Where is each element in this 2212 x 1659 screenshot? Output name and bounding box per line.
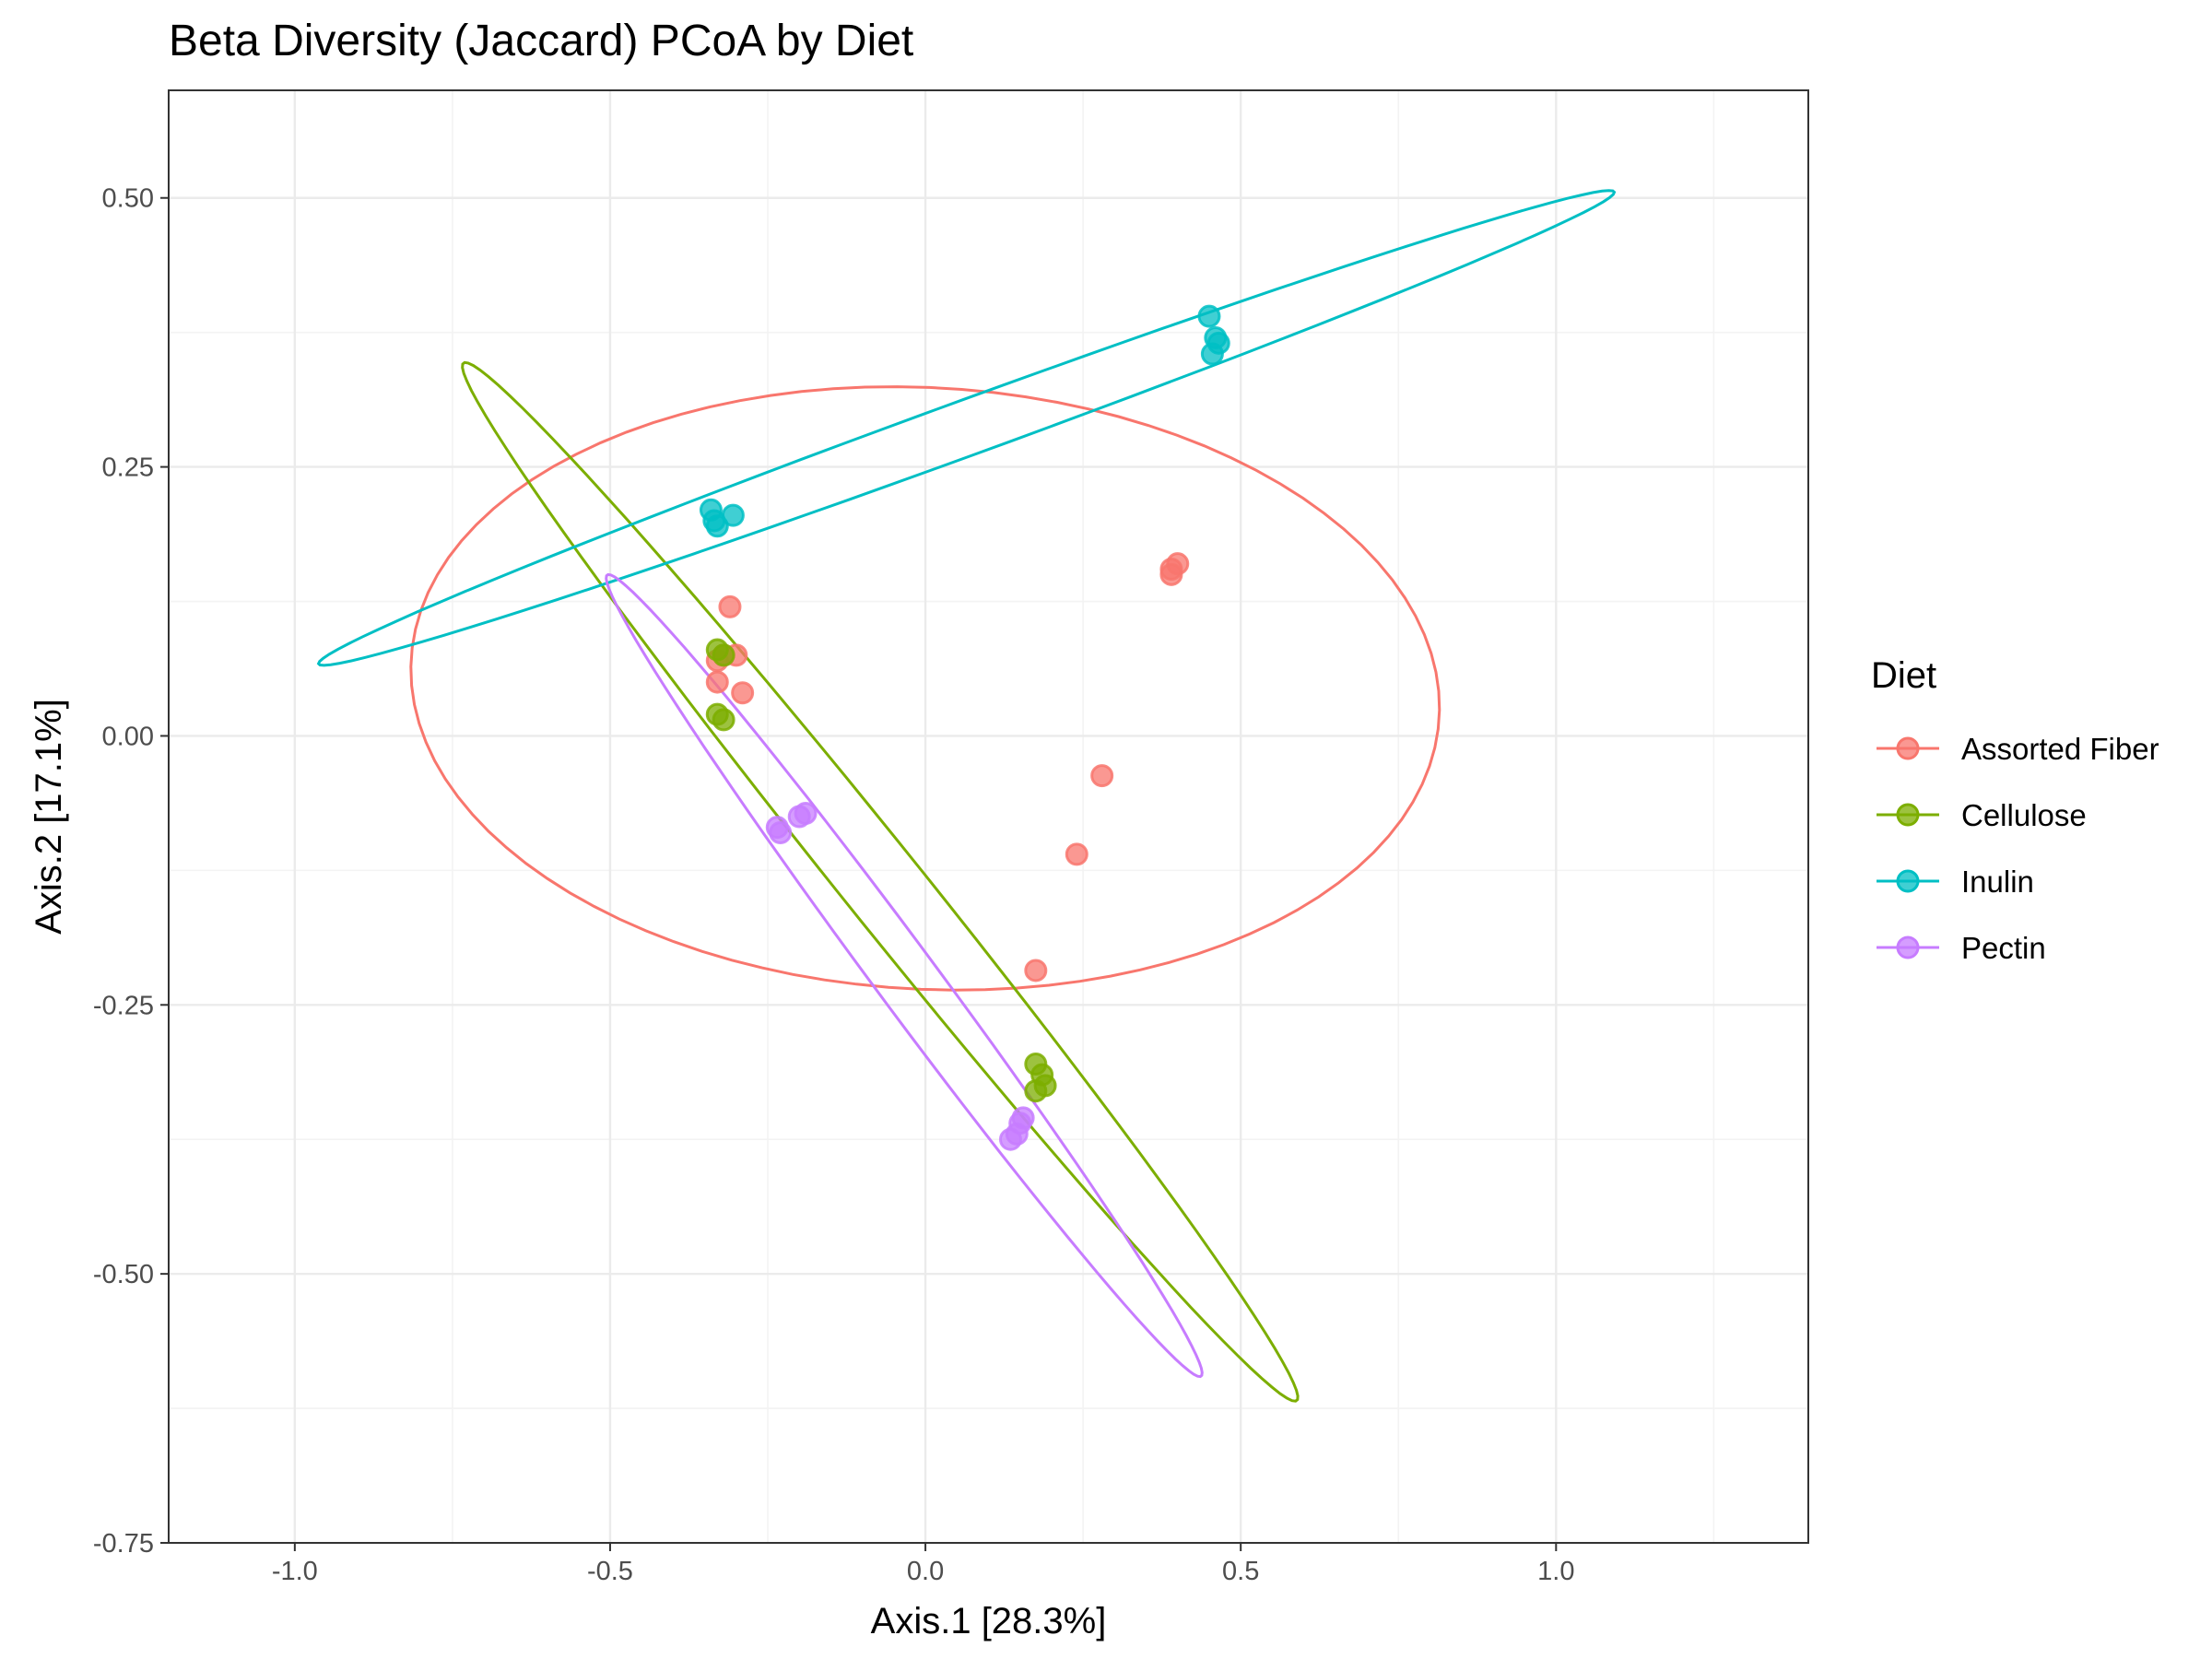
panel-border bbox=[168, 89, 1809, 1544]
data-point bbox=[712, 643, 735, 667]
y-tick-label: -0.75 bbox=[93, 1529, 154, 1559]
x-axis-ticks: -1.0 -0.5 0.0 0.5 1.0 bbox=[272, 1543, 1574, 1586]
data-point bbox=[1159, 557, 1183, 581]
grid-lines bbox=[169, 90, 1808, 1543]
data-point bbox=[721, 503, 745, 527]
chart-title: Beta Diversity (Jaccard) PCoA by Diet bbox=[169, 17, 913, 65]
x-tick-label: -0.5 bbox=[587, 1557, 633, 1586]
ellipse-inulin bbox=[316, 189, 1617, 667]
y-tick-label: 0.25 bbox=[102, 453, 154, 483]
data-point bbox=[705, 514, 729, 538]
data-points bbox=[699, 304, 1230, 1151]
legend-label: Pectin bbox=[1961, 931, 2046, 965]
data-point bbox=[1024, 1079, 1048, 1103]
data-point bbox=[712, 708, 735, 732]
legend-item: Inulin bbox=[1877, 865, 2034, 899]
data-point bbox=[998, 1127, 1022, 1151]
confidence-ellipses bbox=[316, 189, 1617, 1403]
legend-title: Diet bbox=[1871, 655, 1936, 696]
x-tick-label: 0.0 bbox=[907, 1557, 944, 1586]
legend-label: Assorted Fiber bbox=[1961, 732, 2159, 766]
data-point bbox=[1197, 304, 1221, 328]
legend: Diet Assorted Fiber Cellulose Inulin Pectin bbox=[1871, 655, 2159, 965]
x-tick-label: -1.0 bbox=[272, 1557, 318, 1586]
data-point bbox=[705, 670, 729, 694]
y-tick-label: 0.00 bbox=[102, 722, 154, 751]
x-axis-title: Axis.1 [28.3%] bbox=[871, 1601, 1107, 1641]
ellipse-cellulose bbox=[461, 360, 1300, 1403]
y-tick-label: -0.50 bbox=[93, 1260, 154, 1289]
legend-key-point bbox=[1896, 869, 1920, 893]
data-point bbox=[787, 805, 811, 829]
legend-key-point bbox=[1896, 935, 1920, 959]
legend-item: Assorted Fiber bbox=[1877, 732, 2159, 766]
y-axis-ticks: -0.75 -0.50 -0.25 0.00 0.25 0.50 bbox=[93, 184, 169, 1559]
data-point bbox=[1024, 959, 1048, 982]
series-pectin bbox=[765, 801, 1035, 1151]
data-point bbox=[1065, 842, 1088, 866]
data-point bbox=[731, 681, 755, 705]
data-point bbox=[1200, 342, 1224, 366]
data-point bbox=[718, 594, 742, 618]
legend-key-point bbox=[1896, 803, 1920, 827]
y-tick-label: -0.25 bbox=[93, 991, 154, 1020]
series-inulin bbox=[699, 304, 1230, 538]
data-point bbox=[1090, 764, 1114, 788]
data-point bbox=[769, 821, 793, 845]
y-tick-label: 0.50 bbox=[102, 184, 154, 214]
legend-key-point bbox=[1896, 736, 1920, 760]
legend-item: Pectin bbox=[1877, 931, 2046, 965]
legend-item: Cellulose bbox=[1877, 798, 2087, 832]
x-tick-label: 1.0 bbox=[1537, 1557, 1574, 1586]
legend-label: Inulin bbox=[1961, 865, 2034, 899]
x-tick-label: 0.5 bbox=[1222, 1557, 1259, 1586]
ellipse-assorted-fiber bbox=[409, 385, 1441, 992]
y-axis-title: Axis.2 [17.1%] bbox=[29, 699, 69, 935]
legend-label: Cellulose bbox=[1961, 798, 2087, 832]
series-cellulose bbox=[705, 638, 1057, 1103]
ellipse-pectin bbox=[605, 572, 1204, 1379]
